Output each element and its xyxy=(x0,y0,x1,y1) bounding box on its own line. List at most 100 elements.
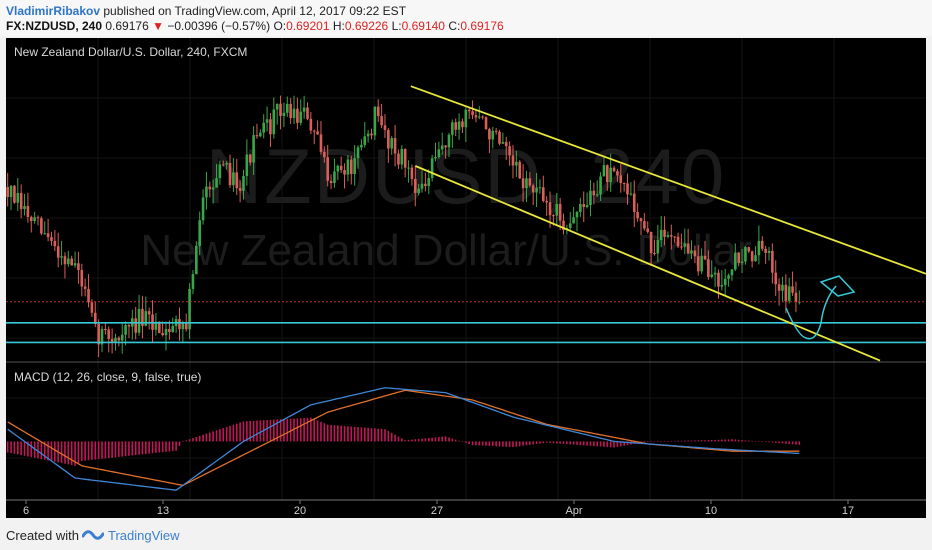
histogram-bar xyxy=(535,441,538,444)
histogram-bar xyxy=(532,441,534,445)
candle xyxy=(511,145,515,179)
chart-header: VladimirRibakov published on TradingView… xyxy=(0,0,932,36)
candle-body xyxy=(360,144,363,148)
candle-body xyxy=(508,146,511,156)
candle-body xyxy=(154,321,158,330)
candle xyxy=(501,132,505,145)
candle xyxy=(292,95,296,125)
candle xyxy=(211,179,215,204)
histogram-bar xyxy=(67,441,70,465)
histogram-bar xyxy=(101,441,103,459)
candle xyxy=(744,246,747,265)
candle xyxy=(545,196,548,216)
candle-body xyxy=(592,190,596,196)
candle-body xyxy=(198,220,201,246)
candle xyxy=(592,182,596,205)
tradingview-logo-icon[interactable] xyxy=(81,527,105,546)
histogram-bar xyxy=(148,441,150,454)
histogram-bar xyxy=(390,432,393,442)
candle-body xyxy=(760,240,764,249)
histogram-bar xyxy=(768,441,770,443)
histogram-bar xyxy=(559,441,561,444)
price-chart[interactable]: NZDUSD, 240 New Zealand Dollar/U.S. Doll… xyxy=(6,38,927,518)
candle xyxy=(723,268,727,296)
histogram-bar xyxy=(306,417,309,442)
histogram-bar xyxy=(296,418,299,442)
candle xyxy=(13,185,16,204)
candle xyxy=(784,274,788,314)
candle-body xyxy=(370,133,373,136)
histogram-bar xyxy=(414,439,417,442)
histogram-bar xyxy=(747,440,750,442)
candle xyxy=(218,160,222,185)
candle-body xyxy=(400,148,404,165)
candle-body xyxy=(157,321,161,334)
candle xyxy=(494,127,498,135)
candle-body xyxy=(451,122,454,135)
candle xyxy=(360,139,363,151)
histogram-bar xyxy=(219,429,221,442)
histogram-bar xyxy=(785,441,787,444)
candle-body xyxy=(444,145,447,148)
candle-body xyxy=(326,157,330,181)
candle-body xyxy=(259,132,262,137)
candle xyxy=(259,129,262,138)
histogram-bar xyxy=(522,441,524,446)
candle-body xyxy=(740,261,744,264)
macd-line xyxy=(7,387,800,491)
candle-body xyxy=(548,202,552,216)
candle xyxy=(100,325,104,353)
histogram-bar xyxy=(737,439,740,442)
tradingview-brand-link[interactable]: TradingView xyxy=(108,528,180,543)
open-label: O: xyxy=(273,19,287,33)
histogram-bar xyxy=(791,441,794,445)
candle-body xyxy=(525,178,528,189)
histogram-bar xyxy=(613,441,615,448)
chart-area[interactable]: NZDUSD, 240 New Zealand Dollar/U.S. Doll… xyxy=(6,38,927,518)
candle xyxy=(302,95,306,119)
candle xyxy=(606,164,609,191)
histogram-bar xyxy=(589,441,592,446)
candle xyxy=(29,215,33,233)
histogram-bar xyxy=(256,420,258,442)
candle-body xyxy=(46,233,50,238)
candle-body xyxy=(356,147,360,159)
histogram-bar xyxy=(603,441,605,447)
candle-body xyxy=(309,118,313,131)
histogram-bar xyxy=(444,436,447,442)
candle xyxy=(299,99,303,126)
candle-body xyxy=(683,243,687,247)
author-link[interactable]: VladimirRibakov xyxy=(6,4,101,18)
candles xyxy=(6,95,801,358)
histogram-bar xyxy=(286,418,289,442)
candle-body xyxy=(195,245,198,275)
candle xyxy=(585,192,589,209)
candle-body xyxy=(723,278,727,286)
histogram-bar xyxy=(491,441,494,447)
candle-body xyxy=(29,216,33,222)
candle xyxy=(484,116,488,130)
candle-body xyxy=(579,204,582,213)
candle xyxy=(232,158,235,192)
histogram-bar xyxy=(380,428,383,442)
histogram-bar xyxy=(165,441,167,452)
signal-line xyxy=(7,389,800,487)
candle-body xyxy=(238,188,242,191)
chart-title: New Zealand Dollar/U.S. Dollar, 240, FXC… xyxy=(14,45,247,59)
candle-body xyxy=(292,108,296,118)
candle xyxy=(498,129,501,146)
histogram-bar xyxy=(710,440,713,442)
histogram-bar xyxy=(13,441,16,454)
histogram-bar xyxy=(20,441,22,456)
candle xyxy=(77,251,80,284)
histogram-bar xyxy=(111,441,113,458)
histogram-bar xyxy=(677,440,679,442)
candle-body xyxy=(329,180,333,183)
candle xyxy=(137,294,141,336)
histogram-bar xyxy=(704,440,706,442)
projection-arrowhead xyxy=(819,275,856,297)
histogram-bar xyxy=(161,441,164,453)
histogram-bar xyxy=(465,441,467,443)
candle-body xyxy=(319,134,323,152)
histogram-bar xyxy=(683,440,686,442)
